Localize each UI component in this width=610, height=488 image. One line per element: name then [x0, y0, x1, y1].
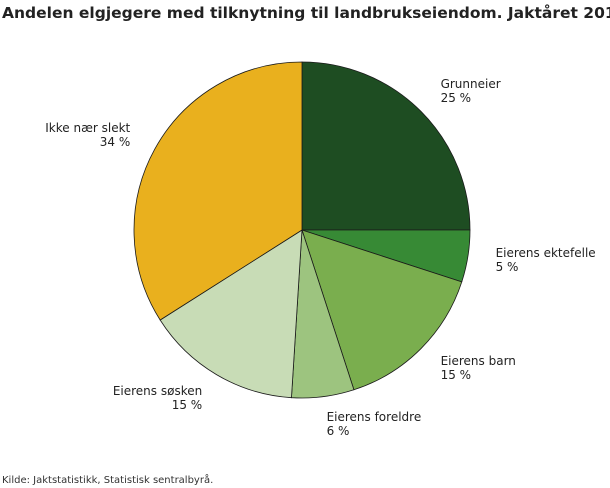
slice-value-label: 15 %	[172, 398, 203, 412]
slice-label: Eierens barn	[441, 354, 516, 368]
source: Kilde: Jaktstatistikk, Statistisk sentra…	[2, 473, 213, 486]
slice-label: Eierens ektefelle	[496, 246, 596, 260]
slice-label: Grunneier	[441, 77, 501, 91]
slice-label: Ikke nær slekt	[45, 121, 130, 135]
slice-value-label: 34 %	[100, 135, 131, 149]
pie-slice	[159, 229, 303, 399]
slice-value-label: 5 %	[496, 260, 519, 274]
pie-slice	[133, 61, 303, 321]
pie-slice	[301, 61, 471, 231]
slice-label: Eierens søsken	[113, 384, 202, 398]
slice-value-label: 6 %	[327, 424, 350, 438]
slice-value-label: 25 %	[441, 91, 472, 105]
pie-slice	[301, 229, 463, 391]
slice-label: Eierens foreldre	[327, 410, 422, 424]
slice-value-label: 15 %	[441, 368, 472, 382]
chart-title: Andelen elgjegere med tilknytning til la…	[2, 3, 610, 22]
